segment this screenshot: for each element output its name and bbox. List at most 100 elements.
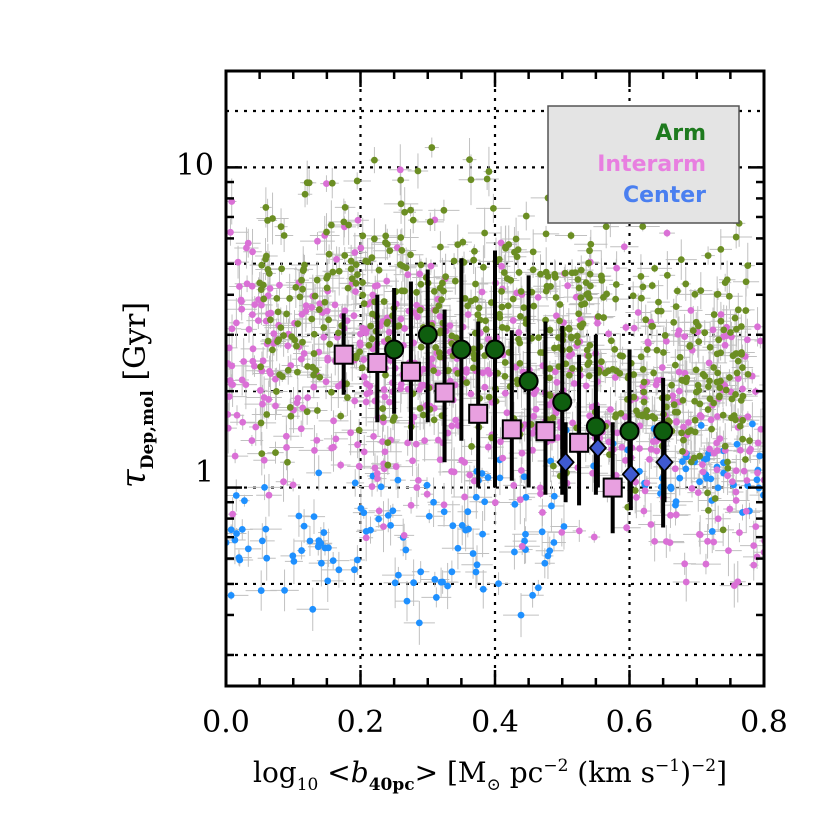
scatter-point-arm-546 <box>516 359 524 367</box>
arm-median-marker-0 <box>384 339 405 360</box>
scatter-point-interarm-106 <box>330 417 337 425</box>
scatter-point-arm-285 <box>384 439 392 447</box>
scatter-point-center-123 <box>325 544 332 552</box>
scatter-point-interarm-23 <box>404 439 412 447</box>
scatter-point-center-54 <box>227 591 235 599</box>
scatter-point-interarm-257 <box>736 529 743 537</box>
scatter-point-center-145 <box>714 484 722 492</box>
scatter-point-arm-442 <box>692 366 700 374</box>
scatter-point-interarm-154 <box>613 429 621 437</box>
scatter-point-arm-406 <box>737 323 745 330</box>
scatter-point-arm-112 <box>352 279 360 287</box>
scatter-point-arm-451 <box>274 308 282 316</box>
scatter-point-arm-450 <box>639 223 647 230</box>
scatter-point-interarm-340 <box>582 382 590 390</box>
scatter-point-arm-25 <box>515 269 523 276</box>
x-axis-unit-c: ) <box>680 756 691 789</box>
scatter-point-arm-544 <box>466 156 473 164</box>
scatter-point-arm-362 <box>514 246 522 254</box>
scatter-point-arm-279 <box>481 229 489 237</box>
scatter-point-arm-316 <box>341 203 349 211</box>
scatter-point-interarm-279 <box>316 300 324 308</box>
scatter-point-interarm-198 <box>256 387 264 394</box>
scatter-point-arm-555 <box>329 268 337 276</box>
scatter-point-interarm-567 <box>536 484 544 492</box>
scatter-point-interarm-181 <box>248 311 256 319</box>
scatter-point-arm-337 <box>529 248 537 256</box>
scatter-point-arm-258 <box>323 284 331 292</box>
scatter-point-interarm-589 <box>298 310 306 318</box>
scatter-point-arm-192 <box>286 295 294 302</box>
arm-median-marker-8 <box>653 421 674 442</box>
scatter-point-arm-543 <box>382 371 389 379</box>
scatter-point-interarm-294 <box>383 277 391 285</box>
scatter-point-arm-93 <box>489 205 497 212</box>
scatter-point-arm-478 <box>509 295 517 303</box>
x-tick-label-2: 0.4 <box>471 705 519 740</box>
scatter-point-interarm-239 <box>314 237 321 245</box>
scatter-point-arm-257 <box>738 350 745 358</box>
scatter-point-interarm-291 <box>251 362 258 370</box>
scatter-point-interarm-60 <box>644 340 652 347</box>
scatter-point-arm-300 <box>341 252 349 259</box>
scatter-point-interarm-245 <box>324 354 332 362</box>
scatter-point-interarm-177 <box>558 528 566 536</box>
scatter-point-interarm-382 <box>675 368 683 376</box>
x-axis-exp-a: −2 <box>543 756 568 776</box>
scatter-point-arm-106 <box>345 221 353 229</box>
scatter-point-arm-198 <box>546 326 554 334</box>
scatter-point-center-41 <box>300 522 308 530</box>
scatter-point-interarm-516 <box>266 285 274 292</box>
scatter-point-arm-76 <box>354 271 361 278</box>
scatter-point-center-89 <box>479 530 486 538</box>
scatter-point-arm-290 <box>600 314 608 321</box>
scatter-point-center-119 <box>329 557 337 565</box>
scatter-point-interarm-113 <box>334 382 342 390</box>
scatter-point-interarm-152 <box>355 462 363 470</box>
interarm-median-marker-1 <box>367 352 388 373</box>
scatter-point-interarm-502 <box>569 419 577 427</box>
scatter-point-arm-427 <box>398 287 406 295</box>
scatter-point-arm-531 <box>283 310 291 318</box>
scatter-point-arm-522 <box>585 358 593 366</box>
scatter-point-arm-516 <box>678 429 685 437</box>
scatter-point-arm-558 <box>585 294 593 302</box>
scatter-point-arm-398 <box>263 252 270 260</box>
scatter-point-interarm-359 <box>265 310 272 318</box>
scatter-point-center-129 <box>548 502 555 510</box>
scatter-point-center-106 <box>354 556 361 564</box>
scatter-point-interarm-350 <box>407 501 415 509</box>
scatter-point-interarm-581 <box>682 578 690 586</box>
scatter-point-arm-105 <box>269 346 276 354</box>
scatter-point-interarm-72 <box>529 446 536 454</box>
scatter-point-interarm-587 <box>446 322 454 330</box>
scatter-point-interarm-451 <box>258 301 265 309</box>
legend: Arm Interarm Center <box>547 105 740 224</box>
scatter-point-arm-224 <box>710 311 718 318</box>
scatter-point-interarm-278 <box>252 423 260 431</box>
scatter-point-arm-191 <box>586 282 594 290</box>
scatter-point-arm-404 <box>638 412 646 420</box>
scatter-point-arm-323 <box>724 458 731 466</box>
scatter-point-interarm-192 <box>754 439 762 447</box>
scatter-point-interarm-612 <box>497 438 504 446</box>
scatter-point-arm-56 <box>653 346 661 354</box>
x-tick-label-1: 0.2 <box>337 705 385 740</box>
scatter-point-interarm-128 <box>552 312 560 320</box>
scatter-point-arm-496 <box>530 302 538 310</box>
legend-entry-center: Center <box>623 183 706 208</box>
scatter-point-interarm-523 <box>516 496 524 504</box>
scatter-point-interarm-574 <box>311 447 318 454</box>
scatter-point-arm-144 <box>501 359 509 366</box>
scatter-point-arm-402 <box>308 315 316 323</box>
scatter-point-interarm-531 <box>310 383 318 391</box>
scatter-point-interarm-70 <box>381 393 389 401</box>
scatter-point-interarm-399 <box>409 457 416 465</box>
scatter-point-arm-407 <box>299 285 306 293</box>
scatter-point-arm-49 <box>691 416 699 424</box>
scatter-point-interarm-246 <box>743 336 751 344</box>
scatter-point-arm-505 <box>438 296 445 304</box>
scatter-point-arm-108 <box>643 346 651 354</box>
scatter-point-interarm-411 <box>297 355 305 363</box>
scatter-point-center-37 <box>541 559 549 567</box>
